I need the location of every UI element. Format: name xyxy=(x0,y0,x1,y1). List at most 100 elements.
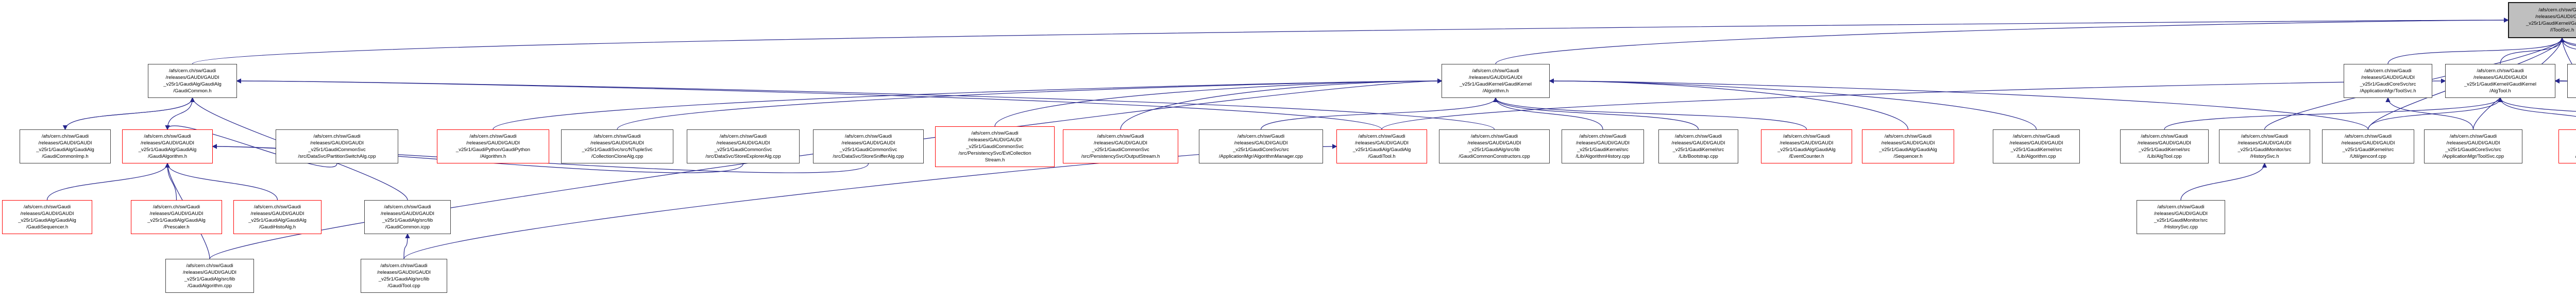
graph-node-gaudicommon_h[interactable]: /afs/cern.ch/sw/Gaudi/releases/GAUDI/GAU… xyxy=(148,64,237,98)
graph-node-label-line: /IToolSvc.h xyxy=(2550,27,2574,33)
graph-edge-outputstream-to-algorithm_h xyxy=(1120,78,1443,130)
graph-node-label-line: /releases/GAUDI/GAUDI xyxy=(2238,140,2292,146)
graph-edge-prescaler-to-galgorithm_h xyxy=(165,162,177,201)
graph-node-label-line: /afs/cern.ch/sw/Gaudi xyxy=(253,204,301,210)
graph-node-gaudialgorithmcpp[interactable]: /afs/cern.ch/sw/Gaudi/releases/GAUDI/GAU… xyxy=(165,259,254,293)
graph-node-label-line: _v25r1/GaudiAlg/GaudiAlg xyxy=(248,218,307,223)
graph-node-label-line: /ApplicationMgr/ToolSvc.h xyxy=(2360,88,2416,94)
graph-node-timingauditor[interactable]: /afs/cern.ch/sw/Gaudi/releases/GAUDI/GAU… xyxy=(2567,64,2576,98)
graph-edge-evtcollstream-to-algorithm_h xyxy=(994,78,1443,127)
graph-node-label-line: /releases/GAUDI/GAUDI xyxy=(377,270,431,275)
graph-node-label-line: _v25r1/GaudiKernel/src xyxy=(1577,147,1629,153)
graph-edge-toolsvc_h-to-root xyxy=(2387,37,2565,64)
graph-edge-pyalgorithm-to-algorithm_h xyxy=(493,78,1443,130)
graph-node-label-line: /afs/cern.ch/sw/Gaudi xyxy=(844,134,892,139)
graph-node-label-line: /Prescaler.h xyxy=(163,224,190,230)
graph-node-label-line: /Algorithm.h xyxy=(1482,88,1509,94)
graph-node-label-line: /releases/GAUDI/GAUDI xyxy=(20,211,74,217)
graph-node-label-line: /afs/cern.ch/sw/Gaudi xyxy=(144,134,191,139)
graph-node-prescaler[interactable]: /afs/cern.ch/sw/Gaudi/releases/GAUDI/GAU… xyxy=(131,200,222,234)
graph-node-genconf[interactable]: /afs/cern.ch/sw/Gaudi/releases/GAUDI/GAU… xyxy=(2322,129,2414,163)
graph-node-label-line: _v25r1/GaudiKernel/src xyxy=(2139,147,2190,153)
graph-edge-genconf-to-algtool_h xyxy=(2367,97,2503,130)
graph-node-label-line: /releases/GAUDI/GAUDI xyxy=(1355,140,1409,146)
graph-node-sequencer[interactable]: /afs/cern.ch/sw/Gaudi/releases/GAUDI/GAU… xyxy=(1862,129,1954,163)
graph-node-label-line: _v25r1/GaudiCommonSvc xyxy=(966,144,1024,150)
graph-edge-gauditoolcpp-to-commonicpp xyxy=(403,233,410,259)
graph-edge-algorithmcpp-to-algorithm_h xyxy=(1549,78,2037,130)
graph-node-label-line: /afs/cern.ch/sw/Gaudi xyxy=(1579,134,1626,139)
graph-node-algorithmhistory[interactable]: /afs/cern.ch/sw/Gaudi/releases/GAUDI/GAU… xyxy=(1562,129,1644,163)
graph-node-label-line: /afs/cern.ch/sw/Gaudi xyxy=(1674,134,1722,139)
graph-node-label-line: /afs/cern.ch/sw/Gaudi xyxy=(2364,68,2412,74)
graph-node-label-line: _v25r1/GaudiMonitor/src xyxy=(2238,147,2292,153)
graph-node-label-line: /ApplicationMgr/ToolSvc.cpp xyxy=(2442,154,2504,159)
graph-node-label-line: /releases/GAUDI/GAUDI xyxy=(149,211,204,217)
graph-edge-sequencer-to-algorithm_h xyxy=(1549,78,1909,130)
graph-edge-eventselector-to-root xyxy=(2560,37,2576,46)
graph-edge-algtoolcpp-to-algtool_h xyxy=(2164,97,2503,130)
graph-node-label-line: _v25r1/GaudiAlg/GaudiAlg xyxy=(36,147,94,153)
graph-node-label-line: _v25r1/GaudiAlg/GaudiAlg xyxy=(18,218,76,223)
graph-node-gaudisequencer[interactable]: /afs/cern.ch/sw/Gaudi/releases/GAUDI/GAU… xyxy=(2,200,92,234)
graph-edge-algorithmhistory-to-algorithm_h xyxy=(1493,97,1603,130)
graph-edge-gaudicommon_h-to-commonimp xyxy=(62,97,193,130)
graph-node-label-line: _v25r1/GaudiAlg/GaudiAlg xyxy=(1352,147,1411,153)
graph-node-commonimp[interactable]: /afs/cern.ch/sw/Gaudi/releases/GAUDI/GAU… xyxy=(20,129,111,163)
graph-node-algorithm_h[interactable]: /afs/cern.ch/sw/Gaudi/releases/GAUDI/GAU… xyxy=(1442,64,1550,98)
graph-node-label-line: _v25r1/GaudiAlg/src/lib xyxy=(184,276,235,282)
graph-node-label-line: /afs/cern.ch/sw/Gaudi xyxy=(469,134,517,139)
graph-node-label-line: _v25r1/GaudiAlg/GaudiAlg xyxy=(163,81,222,87)
graph-node-label-line: _v25r1/GaudiAlg/GaudiAlg xyxy=(147,218,206,223)
graph-node-filereadtool[interactable]: /afs/cern.ch/sw/Gaudi/releases/GAUDI/GAU… xyxy=(2558,129,2576,163)
graph-node-label-line: /releases/GAUDI/GAUDI xyxy=(968,137,1022,143)
graph-node-label-line: _v25r1/GaudiPython/GaudiPython xyxy=(455,147,531,153)
graph-node-algtoolcpp[interactable]: /afs/cern.ch/sw/Gaudi/releases/GAUDI/GAU… xyxy=(2120,129,2209,163)
graph-node-commonconstructors[interactable]: /afs/cern.ch/sw/Gaudi/releases/GAUDI/GAU… xyxy=(1439,129,1550,163)
graph-edge-galgorithm_h-to-gaudicommon_h xyxy=(167,97,195,130)
graph-node-toolsvc_h[interactable]: /afs/cern.ch/sw/Gaudi/releases/GAUDI/GAU… xyxy=(2344,64,2432,98)
graph-node-commonicpp[interactable]: /afs/cern.ch/sw/Gaudi/releases/GAUDI/GAU… xyxy=(364,200,451,234)
graph-node-label-line: _v25r1/GaudiCommonSvc xyxy=(1092,147,1149,153)
graph-node-algorithmmanager[interactable]: /afs/cern.ch/sw/Gaudi/releases/GAUDI/GAU… xyxy=(1199,129,1323,163)
graph-node-label-line: /releases/GAUDI/GAUDI xyxy=(2446,140,2500,146)
graph-node-label-line: /releases/GAUDI/GAUDI xyxy=(1469,75,1522,80)
graph-root-node: /afs/cern.ch/sw/Gaudi/releases/GAUDI/GAU… xyxy=(2508,2,2576,38)
graph-node-label-line: /releases/GAUDI/GAUDI xyxy=(165,75,219,80)
graph-node-storeexplorer[interactable]: /afs/cern.ch/sw/Gaudi/releases/GAUDI/GAU… xyxy=(687,129,800,163)
graph-node-gaudihistoalg[interactable]: /afs/cern.ch/sw/Gaudi/releases/GAUDI/GAU… xyxy=(233,200,321,234)
graph-edge-algorithmmanager-to-algorithm_h xyxy=(1260,97,1498,130)
graph-node-label-line: /GaudiSequencer.h xyxy=(26,224,69,230)
graph-node-label-line: /Sequencer.h xyxy=(1893,154,1923,159)
graph-node-label-line: _v25r1/GaudiSvc/src/NTupleSvc xyxy=(582,147,653,153)
graph-edge-bootstrap-to-algorithm_h xyxy=(1493,97,1699,130)
graph-node-label-line: /HistorySvc.h xyxy=(2250,154,2279,159)
graph-node-bootstrap[interactable]: /afs/cern.ch/sw/Gaudi/releases/GAUDI/GAU… xyxy=(1658,129,1738,163)
graph-node-label-line: /CollectionCloneAlg.cpp xyxy=(591,154,643,159)
graph-node-eventcounter[interactable]: /afs/cern.ch/sw/Gaudi/releases/GAUDI/GAU… xyxy=(1761,129,1852,163)
graph-node-collectionclone[interactable]: /afs/cern.ch/sw/Gaudi/releases/GAUDI/GAU… xyxy=(561,129,673,163)
graph-node-evtcollstream[interactable]: /afs/cern.ch/sw/Gaudi/releases/GAUDI/GAU… xyxy=(935,126,1055,167)
graph-node-label-line: /releases/GAUDI/GAUDI xyxy=(1576,140,1630,146)
graph-node-label-line: /afs/cern.ch/sw/Gaudi xyxy=(2241,134,2289,139)
graph-node-label-line: /afs/cern.ch/sw/Gaudi xyxy=(41,134,89,139)
graph-node-algtool_h[interactable]: /afs/cern.ch/sw/Gaudi/releases/GAUDI/GAU… xyxy=(2445,64,2555,98)
graph-node-label-line: /afs/cern.ch/sw/Gaudi xyxy=(1358,134,1405,139)
graph-node-label-line: _v25r1/GaudiKernel/src xyxy=(2342,147,2394,153)
graph-node-label-line: /afs/cern.ch/sw/Gaudi xyxy=(2157,204,2205,210)
graph-node-gauditool_h[interactable]: /afs/cern.ch/sw/Gaudi/releases/GAUDI/GAU… xyxy=(1336,129,1427,163)
graph-node-gauditoolcpp[interactable]: /afs/cern.ch/sw/Gaudi/releases/GAUDI/GAU… xyxy=(361,259,447,293)
graph-node-outputstream[interactable]: /afs/cern.ch/sw/Gaudi/releases/GAUDI/GAU… xyxy=(1063,129,1178,163)
graph-node-historysvccpp[interactable]: /afs/cern.ch/sw/Gaudi/releases/GAUDI/GAU… xyxy=(2137,200,2225,234)
graph-node-label-line: _v25r1/GaudiKernel/GaudiKernel xyxy=(2464,81,2536,87)
graph-node-label-line: /releases/GAUDI/GAUDI xyxy=(2341,140,2395,146)
graph-node-algorithmcpp[interactable]: /afs/cern.ch/sw/Gaudi/releases/GAUDI/GAU… xyxy=(1993,129,2080,163)
graph-node-toolsvccpp[interactable]: /afs/cern.ch/sw/Gaudi/releases/GAUDI/GAU… xyxy=(2424,129,2522,163)
graph-node-label-line: _v25r1/GaudiKernel/GaudiKernel xyxy=(1460,81,1532,87)
graph-node-label-line: /releases/GAUDI/GAUDI xyxy=(1467,140,1521,146)
graph-node-galgorithm_h[interactable]: /afs/cern.ch/sw/Gaudi/releases/GAUDI/GAU… xyxy=(122,129,213,163)
graph-node-pyalgorithm[interactable]: /afs/cern.ch/sw/Gaudi/releases/GAUDI/GAU… xyxy=(437,129,549,163)
graph-node-storesniffer[interactable]: /afs/cern.ch/sw/Gaudi/releases/GAUDI/GAU… xyxy=(813,129,924,163)
graph-node-partitionswitchalg[interactable]: /afs/cern.ch/sw/Gaudi/releases/GAUDI/GAU… xyxy=(276,129,398,163)
graph-node-historysvc_h[interactable]: /afs/cern.ch/sw/Gaudi/releases/GAUDI/GAU… xyxy=(2219,129,2310,163)
